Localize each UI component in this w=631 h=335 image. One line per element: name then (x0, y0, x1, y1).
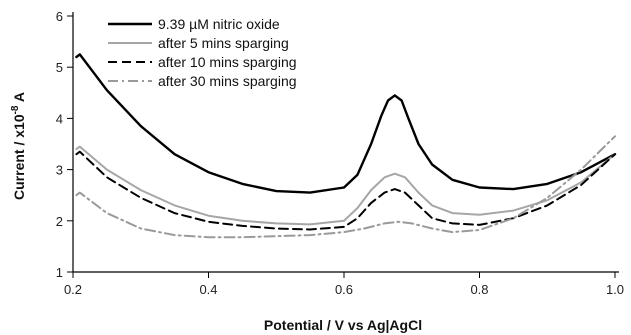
y-tick-label: 2 (56, 214, 63, 229)
series-line-3 (75, 150, 616, 231)
y-tick-label: 4 (56, 111, 63, 126)
y-axis-title-prefix: Current / x10 (11, 114, 27, 200)
x-axis-title: Potential / V vs Ag|AgCl (264, 317, 422, 333)
x-tick-label: 0.6 (335, 282, 353, 297)
y-tick-label: 3 (56, 163, 63, 178)
y-tick-label: 6 (56, 9, 63, 24)
series-line-4 (75, 135, 616, 239)
y-tick-label: 1 (56, 265, 63, 280)
x-tick-label: 0.4 (199, 282, 217, 297)
legend: 9.39 µM nitric oxide after 5 mins spargin… (108, 16, 297, 89)
y-axis-title-suffix: A (11, 92, 27, 105)
legend-label-2: after 5 mins sparging (158, 35, 289, 51)
plot-area (75, 53, 617, 239)
legend-label-4: after 30 mins sparging (158, 73, 297, 89)
x-tick-label: 1.0 (606, 282, 624, 297)
legend-label-1: 9.39 µM nitric oxide (158, 16, 280, 32)
y-axis-title: Current / x10-8 A (10, 92, 27, 200)
axes: 1 2 3 4 5 6 0.2 0.4 0.6 0.8 1.0 (56, 9, 624, 297)
series-line-1 (75, 53, 617, 194)
series-line-2 (75, 145, 616, 226)
x-tick-label: 0.2 (64, 282, 82, 297)
x-tick-label: 0.8 (470, 282, 488, 297)
y-axis-title-exponent: -8 (10, 105, 21, 114)
legend-label-3: after 10 mins sparging (158, 54, 297, 70)
y-tick-label: 5 (56, 60, 63, 75)
